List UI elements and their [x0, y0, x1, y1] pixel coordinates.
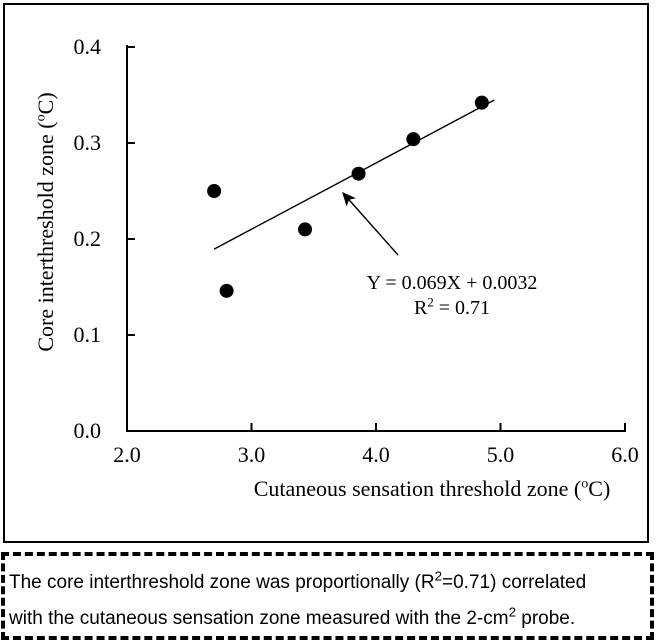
annotation-arrow: [342, 191, 399, 256]
x-axis-title-text-end: C): [588, 476, 611, 501]
trendline-r-squared: R2 = 0.71: [367, 296, 538, 321]
x-axis-title: Cutaneous sensation threshold zone (oC): [254, 476, 611, 502]
caption-box: The core interthreshold zone was proport…: [1, 552, 654, 640]
x-tick-label: 3.0: [237, 442, 266, 467]
data-point: [219, 283, 234, 298]
y-axis-title-text: Core interthreshold zone (: [33, 121, 58, 352]
y-axis-title-degree-sup: o: [32, 114, 49, 122]
y-tick-label: 0.3: [73, 130, 102, 155]
y-tick-label: 0.2: [73, 226, 102, 251]
r-squared-text: R: [413, 297, 428, 319]
data-point: [298, 222, 313, 237]
caption-line-2-text: with the cutaneous sensation zone measur…: [9, 608, 509, 629]
scatter-plot-svg: [126, 45, 626, 432]
x-tick-label: 5.0: [486, 442, 515, 467]
y-tick-label: 0.0: [73, 418, 102, 443]
r-squared-text-end: = 0.71: [433, 297, 491, 319]
x-tick-label: 2.0: [113, 442, 141, 467]
caption-line-2-text-end: probe.: [515, 608, 576, 629]
caption-line-1-sup: 2: [434, 568, 443, 584]
data-point: [474, 95, 489, 110]
r-squared-sup: 2: [427, 295, 434, 310]
caption-line-1: The core interthreshold zone was proport…: [9, 565, 646, 601]
trendline-equation: Y = 0.069X + 0.0032: [366, 272, 538, 294]
x-axis-title-degree-sup: o: [581, 475, 589, 492]
x-axis-title-text: Cutaneous sensation threshold zone (: [253, 476, 582, 501]
chart-frame: [3, 3, 649, 543]
x-tick-label: 4.0: [362, 442, 390, 467]
data-point: [207, 184, 222, 198]
y-tick-label: 0.4: [73, 34, 102, 59]
data-point: [351, 166, 366, 181]
caption-line-1-text: The core interthreshold zone was proport…: [9, 572, 435, 593]
y-axis-title: Core interthreshold zone (oC): [33, 92, 59, 351]
caption-line-2-sup: 2: [508, 604, 516, 620]
caption-line-2: with the cutaneous sensation zone measur…: [9, 601, 646, 637]
trendline-annotation: Y = 0.069X + 0.0032 R2 = 0.71: [367, 271, 538, 321]
y-axis-title-text-end: C): [33, 92, 58, 115]
y-tick-label: 0.1: [73, 322, 102, 347]
data-point: [406, 132, 421, 147]
x-tick-label: 6.0: [611, 442, 639, 467]
caption-line-1-text-end: =0.71) correlated: [442, 572, 587, 593]
